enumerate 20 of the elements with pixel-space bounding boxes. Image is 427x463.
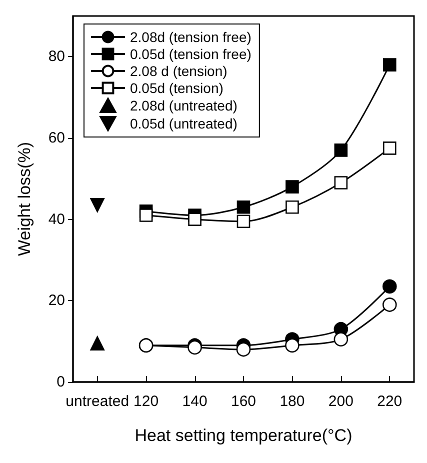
legend-label: 2.08d (untreated) <box>130 98 238 114</box>
y-tick-label: 0 <box>56 374 65 390</box>
x-tick-label: 220 <box>377 393 402 410</box>
legend-label: 0.05d (tension) <box>130 80 224 96</box>
y-tick-label: 60 <box>48 130 65 146</box>
y-tick-label: 40 <box>48 210 65 228</box>
x-tick-label: 160 <box>230 393 256 410</box>
x-tick-label: 140 <box>182 393 208 410</box>
x-tick-label: untreated <box>66 393 130 410</box>
x-axis-title: Heat setting temperature(°C) <box>134 426 352 445</box>
x-tick-label: 200 <box>328 393 354 410</box>
y-axis-title: Weight loss(%) <box>15 142 34 256</box>
y-tick-label: 80 <box>48 48 65 66</box>
legend-label: 2.08 d (tension) <box>130 63 228 79</box>
legend-label: 2.08d (tension free) <box>130 29 252 45</box>
x-tick-label: 120 <box>134 393 159 410</box>
y-tick-label: 20 <box>48 292 65 310</box>
legend-label: 0.05d (tension free) <box>130 46 252 62</box>
legend-label: 0.05d (untreated) <box>130 116 238 132</box>
x-tick-label: 180 <box>280 393 305 410</box>
